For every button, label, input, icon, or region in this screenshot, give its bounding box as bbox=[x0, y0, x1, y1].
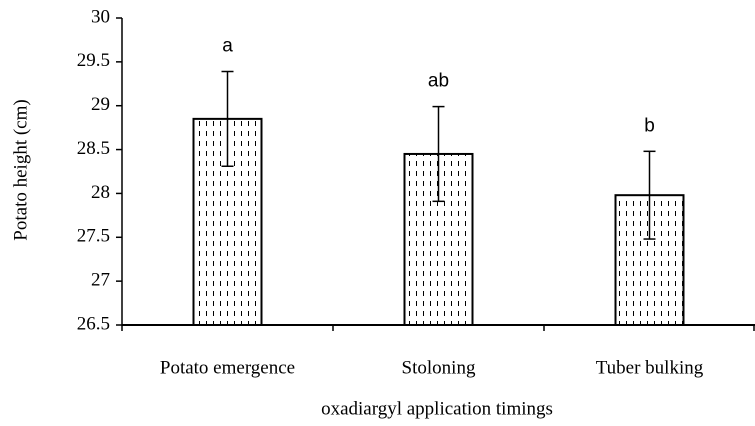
x-tick-label: Potato emergence bbox=[160, 357, 295, 378]
y-tick-label: 29.5 bbox=[77, 50, 110, 71]
y-tick-label: 27.5 bbox=[77, 226, 110, 247]
x-tick-label: Tuber bulking bbox=[596, 357, 704, 378]
bar bbox=[403, 152, 474, 326]
y-tick-label: 27 bbox=[91, 270, 110, 291]
y-tick-label: 26.5 bbox=[77, 313, 110, 334]
y-tick-label: 30 bbox=[91, 6, 110, 27]
y-tick-label: 28.5 bbox=[77, 138, 110, 159]
significance-letter: ab bbox=[428, 71, 449, 92]
x-axis-label: oxadiargyl application timings bbox=[321, 398, 553, 419]
y-tick-label: 29 bbox=[91, 94, 110, 115]
x-tick-label: Stoloning bbox=[402, 357, 476, 378]
significance-letter: a bbox=[222, 36, 233, 57]
y-axis-label: Potato height (cm) bbox=[10, 99, 31, 240]
significance-letter: b bbox=[644, 115, 655, 136]
y-tick-label: 28 bbox=[91, 182, 110, 203]
